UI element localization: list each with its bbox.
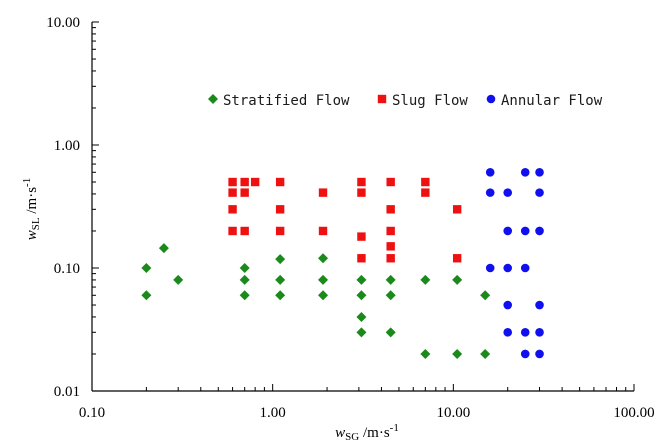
square-point: [228, 205, 237, 214]
square-point: [386, 177, 395, 187]
diamond-point: [452, 348, 463, 359]
diamond-point: [239, 274, 250, 285]
diamond-point: [275, 274, 286, 285]
square-point: [386, 242, 395, 251]
diamond-point: [318, 274, 329, 285]
square-point: [357, 232, 366, 241]
y-tick-label: 1.00: [54, 138, 80, 154]
circle-point: [535, 349, 544, 359]
square-point: [318, 188, 328, 197]
square-point: [275, 226, 285, 236]
circle-point: [485, 263, 495, 273]
circle-legend-icon: [486, 94, 496, 104]
circle-point: [503, 300, 513, 310]
data-points: [141, 167, 544, 359]
square-point: [275, 177, 285, 187]
circle-point: [535, 188, 544, 197]
square-point: [240, 226, 249, 236]
y-tick-label: 10.00: [46, 15, 80, 31]
square-point: [421, 188, 430, 197]
circle-point: [535, 328, 544, 337]
diamond-point: [385, 274, 396, 285]
y-tick-label: 0.01: [54, 384, 80, 400]
circle-point: [503, 328, 513, 337]
square-point: [250, 177, 260, 187]
circle-point: [503, 263, 513, 273]
x-tick-label: 10.00: [436, 405, 470, 421]
circle-point: [520, 349, 530, 359]
diamond-legend-icon: [208, 94, 218, 104]
square-point: [386, 254, 395, 263]
legend: Stratified Flow Slug Flow Annular Flow: [208, 93, 603, 109]
legend-label: Stratified Flow: [223, 93, 350, 109]
circle-point: [503, 226, 513, 236]
square-point: [228, 188, 237, 197]
diamond-point: [356, 290, 367, 301]
legend-label: Slug Flow: [392, 93, 468, 109]
diamond-point: [275, 290, 286, 301]
diamond-point: [385, 290, 396, 301]
circle-point: [535, 300, 544, 310]
circle-point: [535, 167, 544, 177]
diamond-point: [239, 263, 250, 273]
diamond-point: [385, 327, 396, 338]
diamond-point: [141, 290, 152, 301]
circle-point: [520, 226, 530, 236]
diamond-point: [452, 274, 463, 285]
circle-point: [520, 263, 530, 273]
square-point: [240, 177, 249, 187]
circle-point: [520, 167, 530, 177]
circle-point: [485, 188, 495, 197]
square-point: [386, 226, 395, 236]
square-point: [240, 188, 249, 197]
circle-point: [520, 328, 530, 337]
square-point: [386, 205, 395, 214]
diamond-point: [318, 290, 329, 301]
x-tick-label: 1.00: [260, 405, 286, 421]
diamond-point: [141, 263, 152, 273]
square-point: [275, 205, 285, 214]
diamond-point: [356, 311, 367, 322]
square-point: [452, 254, 462, 263]
diamond-point: [480, 348, 491, 359]
axis-titles: wSG /m·s-1 wSL /m·s-1: [21, 178, 399, 443]
square-point: [357, 177, 366, 187]
diamond-point: [158, 243, 169, 254]
square-point: [357, 254, 366, 263]
diamond-point: [480, 290, 491, 301]
square-point: [318, 226, 328, 236]
square-point: [421, 177, 430, 187]
x-tick-label: 100.00: [613, 405, 654, 421]
diamond-point: [173, 274, 184, 285]
circle-point: [485, 167, 495, 177]
circle-point: [503, 188, 513, 197]
circle-point: [535, 226, 544, 236]
legend-label: Annular Flow: [501, 93, 603, 109]
square-point: [228, 226, 237, 236]
x-axis-title: wSG /m·s-1: [335, 422, 399, 443]
y-axis-title: wSL /m·s-1: [21, 178, 42, 240]
square-point: [228, 177, 237, 187]
diamond-point: [275, 254, 286, 265]
x-tick-label: 0.10: [79, 405, 105, 421]
square-legend-icon: [377, 94, 387, 104]
diamond-point: [239, 290, 250, 301]
axes: 0.10 1.00 10.00 100.00 0.01 0.10 1.00 10.00: [46, 15, 654, 421]
diamond-point: [420, 274, 431, 285]
square-point: [452, 205, 462, 214]
diamond-point: [318, 253, 329, 264]
y-tick-label: 0.10: [54, 261, 80, 277]
diamond-point: [356, 327, 367, 338]
diamond-point: [356, 274, 367, 285]
diamond-point: [420, 348, 431, 359]
square-point: [357, 188, 366, 197]
